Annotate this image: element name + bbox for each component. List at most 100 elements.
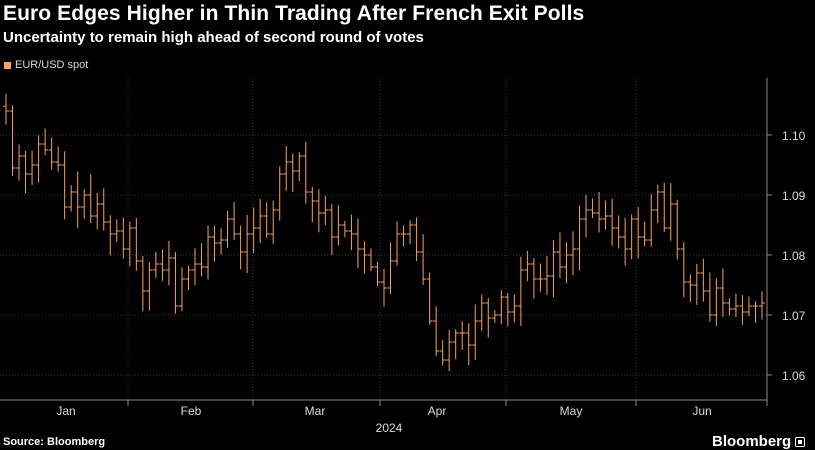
ohlc-bar	[413, 217, 420, 261]
ohlc-bar	[700, 258, 707, 302]
ohlc-bar	[648, 194, 655, 247]
legend-swatch-eurusd	[4, 61, 11, 69]
ohlc-bar	[289, 153, 296, 192]
ohlc-bar	[211, 225, 218, 262]
ohlc-bar	[205, 225, 212, 280]
ohlc-bar	[674, 199, 681, 260]
ohlc-bar	[224, 210, 231, 248]
ohlc-bar	[472, 304, 479, 361]
ohlc-bar	[126, 221, 133, 267]
ohlc-bar	[61, 151, 68, 220]
ohlc-bar	[94, 192, 101, 230]
axis-layer: 1.06 1.07 1.08 1.09 1.10 Jan Feb Mar Apr May Jun 20…	[0, 78, 806, 435]
ohlc-bar	[517, 256, 524, 326]
ohlc-bar	[719, 268, 726, 317]
ohlc-bar	[120, 217, 127, 259]
ohlc-bar	[759, 291, 765, 320]
legend-label-eurusd: EUR/USD spot	[15, 59, 89, 71]
ohlc-bar	[237, 225, 244, 270]
y-tick-label: 1.10	[782, 129, 806, 143]
ohlc-bar	[615, 215, 622, 249]
ohlc-bar	[706, 272, 713, 322]
ohlc-bar	[537, 263, 544, 292]
ohlc-bar	[498, 290, 505, 325]
ohlc-bar	[687, 274, 694, 302]
ohlc-bar	[504, 292, 511, 327]
ohlc-bar	[3, 93, 9, 125]
ohlc-bar	[420, 234, 427, 286]
ohlc-bar	[107, 215, 114, 256]
ohlc-bar	[465, 323, 472, 366]
x-year-label: 2024	[376, 421, 403, 435]
ohlc-bar	[576, 205, 583, 271]
ohlc-bar	[81, 189, 88, 219]
x-tick-label: May	[560, 404, 583, 418]
ohlc-bar	[374, 261, 381, 286]
ohlc-bar	[250, 207, 257, 254]
ohlc-bar	[22, 150, 29, 194]
ohlc-bar	[74, 171, 81, 229]
ohlc-bar	[452, 329, 459, 360]
ohlc-bar	[139, 255, 146, 312]
ohlc-bar	[387, 242, 394, 295]
ohlc-bars	[3, 93, 765, 372]
x-tick-label: Jun	[692, 404, 711, 418]
ohlc-bar	[680, 242, 687, 298]
ohlc-bar	[485, 298, 492, 338]
ohlc-bar	[270, 200, 277, 245]
ohlc-bar	[543, 256, 550, 295]
ohlc-bar	[198, 243, 205, 277]
ohlc-bar	[622, 217, 629, 266]
ohlc-bar	[478, 294, 485, 332]
ohlc-bar	[570, 231, 576, 276]
ohlc-bar	[635, 206, 642, 259]
ohlc-bar	[178, 267, 185, 312]
ohlc-bar	[244, 214, 251, 274]
ohlc-bar	[55, 146, 62, 172]
ohlc-bar	[42, 128, 49, 155]
grid-layer	[0, 78, 767, 400]
ohlc-bar	[361, 241, 368, 274]
ohlc-bar	[446, 329, 453, 372]
ohlc-bar	[459, 321, 466, 350]
ohlc-bar	[354, 218, 361, 269]
ohlc-bar	[113, 219, 120, 242]
ohlc-bar	[726, 297, 733, 316]
ohlc-bar	[524, 250, 531, 282]
ohlc-bar	[563, 242, 570, 284]
y-tick-label: 1.07	[782, 309, 806, 323]
ohlc-bar	[367, 248, 374, 272]
ohlc-bar	[400, 225, 407, 247]
ohlc-bar	[192, 248, 198, 286]
ohlc-bar	[667, 183, 674, 241]
x-tick-label: Feb	[181, 404, 202, 418]
ohlc-bar	[609, 198, 616, 246]
ohlc-bar	[661, 182, 668, 232]
ohlc-bar	[159, 249, 166, 281]
brand-name: Bloomberg	[712, 433, 792, 450]
ohlc-bar	[309, 186, 316, 223]
ohlc-bar	[394, 221, 401, 266]
ohlc-bar	[9, 105, 16, 176]
y-tick-label: 1.06	[782, 369, 806, 383]
ohlc-bar	[713, 278, 720, 327]
ohlc-bar	[283, 146, 290, 191]
ohlc-bar	[16, 144, 23, 181]
y-tick-label: 1.08	[782, 249, 806, 263]
ohlc-bar	[693, 263, 700, 305]
source-note: Source: Bloomberg	[3, 436, 106, 448]
ohlc-bar	[654, 184, 661, 224]
ohlc-bar	[185, 265, 192, 291]
ohlc-bar	[628, 214, 635, 260]
x-tick-label: Apr	[428, 404, 447, 418]
ohlc-bar	[296, 152, 303, 182]
x-tick-label: Mar	[305, 404, 326, 418]
ohlc-bar	[29, 150, 36, 185]
brand-logo: Bloomberg	[712, 433, 806, 450]
ohlc-bar	[745, 296, 752, 317]
ohlc-bar	[530, 258, 537, 299]
ohlc-bar	[315, 189, 322, 233]
ohlc-bar	[257, 198, 264, 244]
ohlc-bar	[146, 262, 153, 311]
ohlc-bar	[589, 198, 596, 218]
